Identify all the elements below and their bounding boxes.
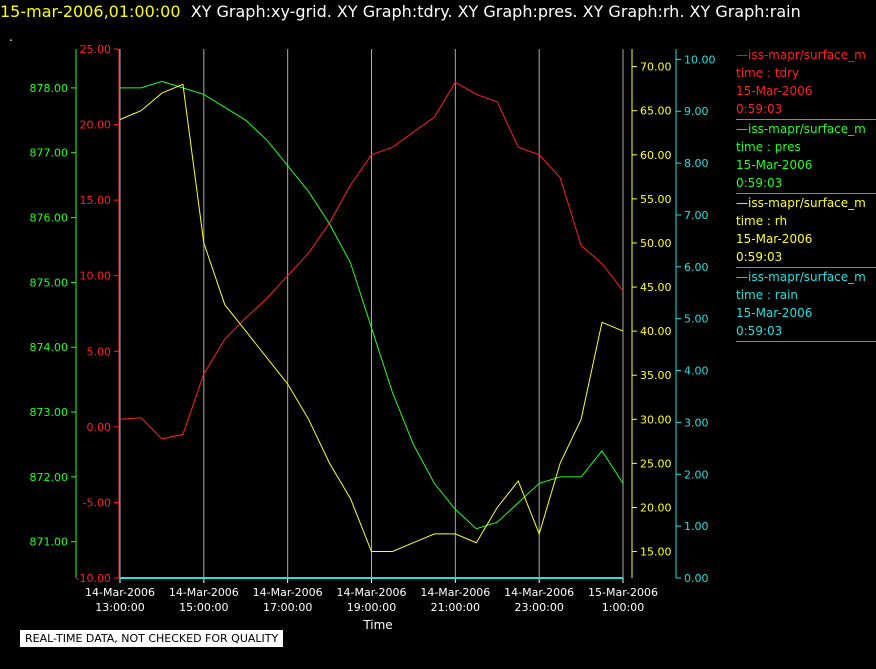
pres-y-tick-label: 874.00 <box>30 341 69 354</box>
rain-y-tick-label: 9.00 <box>684 105 709 118</box>
rain-y-tick-label: 10.00 <box>684 53 716 66</box>
tdry-y-tick-label: -5.00 <box>83 496 111 509</box>
legend-line2: time : tdry <box>736 66 800 80</box>
pres-y-tick-label: 876.00 <box>30 212 69 225</box>
x-tick-label: 15-Mar-2006 <box>588 586 658 599</box>
rain-y-tick-label: 1.00 <box>684 520 709 533</box>
graph-titles: XY Graph:xy-grid. XY Graph:tdry. XY Grap… <box>190 2 801 21</box>
rh-y-tick-label: 20.00 <box>640 501 672 514</box>
x-tick-label: 14-Mar-2006 <box>337 586 407 599</box>
x-tick-label: 14-Mar-2006 <box>420 586 490 599</box>
rain-y-tick-label: 4.00 <box>684 365 709 378</box>
rh-y-tick-label: 45.00 <box>640 281 672 294</box>
rh-y-tick-label: 35.00 <box>640 369 672 382</box>
legend-line3: 15-Mar-2006 <box>736 232 813 246</box>
legend: —iss-mapr/surface_m time : tdry 15-Mar-200… <box>736 46 876 342</box>
legend-line3: 15-Mar-2006 <box>736 158 813 172</box>
x-tick-label: 14-Mar-2006 <box>169 586 239 599</box>
rh-y-tick-label: 30.00 <box>640 413 672 426</box>
legend-line3: 15-Mar-2006 <box>736 306 813 320</box>
disclaimer: REAL-TIME DATA, NOT CHECKED FOR QUALITY <box>20 630 284 647</box>
rh-y-tick-label: 65.00 <box>640 105 672 118</box>
pres-y-tick-label: 873.00 <box>30 406 69 419</box>
tdry-y-tick-label: 20.00 <box>80 119 112 132</box>
axes: 14-Mar-2006 13:00:00 14-Mar-2006 15:00:00 14… <box>30 43 716 614</box>
x-tick-label: 17:00:00 <box>263 601 312 614</box>
legend-line4: 0:59:03 <box>736 250 783 264</box>
x-tick-label: 23:00:00 <box>514 601 563 614</box>
x-tick-label: 19:00:00 <box>347 601 396 614</box>
tdry-y-tick-label: 0.00 <box>87 421 112 434</box>
legend-line1: —iss-mapr/surface_m <box>736 122 866 136</box>
pres-y-tick-label: 871.00 <box>30 536 69 549</box>
rh-y-tick-label: 70.00 <box>640 61 672 74</box>
legend-line4: 0:59:03 <box>736 102 783 116</box>
rh-y-tick-label: 15.00 <box>640 546 672 559</box>
rain-y-tick-label: 5.00 <box>684 313 709 326</box>
pres-y-tick-label: 872.00 <box>30 471 69 484</box>
rh-line <box>119 83 624 552</box>
rain-y-tick-label: 2.00 <box>684 468 709 481</box>
legend-line4: 0:59:03 <box>736 176 783 190</box>
x-tick-label: 14-Mar-2006 <box>85 586 155 599</box>
legend-line2: time : pres <box>736 140 801 154</box>
tdry-y-tick-label: 5.00 <box>87 345 112 358</box>
tdry-y-tick-label: 25.00 <box>80 43 112 56</box>
tdry-y-tick-label: -10.00 <box>76 572 111 585</box>
rh-y-tick-label: 25.00 <box>640 457 672 470</box>
header-dot: . <box>9 30 13 44</box>
pres-line <box>120 80 624 530</box>
legend-line4: 0:59:03 <box>736 324 783 338</box>
header: 15-mar-2006,01:00:00 XY Graph:xy-grid. X… <box>0 2 801 24</box>
rain-y-tick-label: 6.00 <box>684 261 709 274</box>
legend-line1: —iss-mapr/surface_m <box>736 48 866 62</box>
tdry-y-tick-label: 10.00 <box>80 270 112 283</box>
rain-y-tick-label: 7.00 <box>684 209 709 222</box>
legend-line3: 15-Mar-2006 <box>736 84 813 98</box>
x-tick-label: 13:00:00 <box>95 601 144 614</box>
legend-line2: time : rh <box>736 214 788 228</box>
x-axis-label: Time <box>362 618 392 632</box>
legend-line1: —iss-mapr/surface_m <box>736 270 866 284</box>
pres-y-tick-label: 877.00 <box>30 147 69 160</box>
rh-y-tick-label: 60.00 <box>640 149 672 162</box>
grid <box>119 49 624 578</box>
pres-y-tick-label: 878.00 <box>30 82 69 95</box>
rain-y-tick-label: 0.00 <box>684 572 709 585</box>
rh-y-tick-label: 55.00 <box>640 193 672 206</box>
legend-line2: time : rain <box>736 288 799 302</box>
x-tick-label: 15:00:00 <box>179 601 228 614</box>
rain-y-tick-label: 8.00 <box>684 157 709 170</box>
tdry-y-tick-label: 15.00 <box>80 194 112 207</box>
series-lines <box>119 80 624 579</box>
x-tick-label: 14-Mar-2006 <box>504 586 574 599</box>
x-tick-label: 21:00:00 <box>431 601 480 614</box>
tdry-line <box>119 81 624 440</box>
x-tick-label: 1:00:00 <box>602 601 644 614</box>
rh-y-tick-label: 50.00 <box>640 237 672 250</box>
timestamp: 15-mar-2006,01:00:00 <box>0 2 181 21</box>
x-tick-label: 14-Mar-2006 <box>253 586 323 599</box>
pres-y-tick-label: 875.00 <box>30 276 69 289</box>
legend-line1: —iss-mapr/surface_m <box>736 196 866 210</box>
rh-y-tick-label: 40.00 <box>640 325 672 338</box>
rain-y-tick-label: 3.00 <box>684 416 709 429</box>
